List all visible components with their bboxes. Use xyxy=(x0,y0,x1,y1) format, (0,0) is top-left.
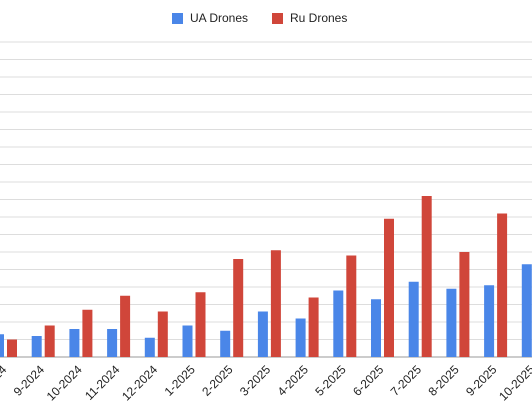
bar xyxy=(44,325,55,357)
x-tick-label: 1-2025 xyxy=(162,362,199,399)
bar xyxy=(497,213,508,357)
bar xyxy=(157,311,168,357)
legend-label: UA Drones xyxy=(190,11,248,25)
x-tick-label: 12-2024 xyxy=(119,362,160,403)
x-tick-label: 4-2025 xyxy=(275,362,312,399)
legend-label: Ru Drones xyxy=(290,11,347,25)
x-tick-label: 3-2025 xyxy=(237,362,274,399)
bar xyxy=(421,196,432,357)
bar xyxy=(233,259,244,357)
bar xyxy=(31,336,42,357)
x-tick-label: 7-2025 xyxy=(388,362,425,399)
bar xyxy=(295,318,306,357)
x-tick-label: 9-2024 xyxy=(11,362,48,399)
bar xyxy=(408,281,419,357)
bar xyxy=(459,252,470,357)
x-tick-label: 9-2025 xyxy=(463,362,500,399)
bar xyxy=(270,250,281,357)
legend-swatch xyxy=(172,13,183,24)
x-tick-label: 6-2025 xyxy=(350,362,387,399)
x-tick-label: 8-2025 xyxy=(425,362,462,399)
bar xyxy=(69,329,80,357)
bar xyxy=(346,255,357,357)
bar xyxy=(484,285,495,357)
x-tick-label: 10-2025 xyxy=(496,362,532,403)
x-tick-label: 8-2024 xyxy=(0,362,10,399)
bar xyxy=(220,330,231,357)
bar xyxy=(0,334,4,357)
bar xyxy=(371,299,381,357)
x-tick-label: 5-2025 xyxy=(312,362,349,399)
bar xyxy=(384,218,394,357)
x-tick-label: 2-2025 xyxy=(199,362,236,399)
bar xyxy=(120,295,131,357)
bar xyxy=(107,329,118,357)
bar xyxy=(333,290,344,357)
bar xyxy=(82,309,93,357)
x-tick-label: 11-2024 xyxy=(82,362,123,403)
bar xyxy=(521,264,532,357)
bar xyxy=(7,339,17,357)
x-tick-label: 10-2024 xyxy=(44,362,85,403)
bar xyxy=(182,325,193,357)
bar xyxy=(257,311,268,357)
bar xyxy=(308,297,319,357)
legend-swatch xyxy=(272,13,283,24)
bar xyxy=(195,292,206,357)
bar xyxy=(144,337,155,357)
bar xyxy=(446,288,457,357)
